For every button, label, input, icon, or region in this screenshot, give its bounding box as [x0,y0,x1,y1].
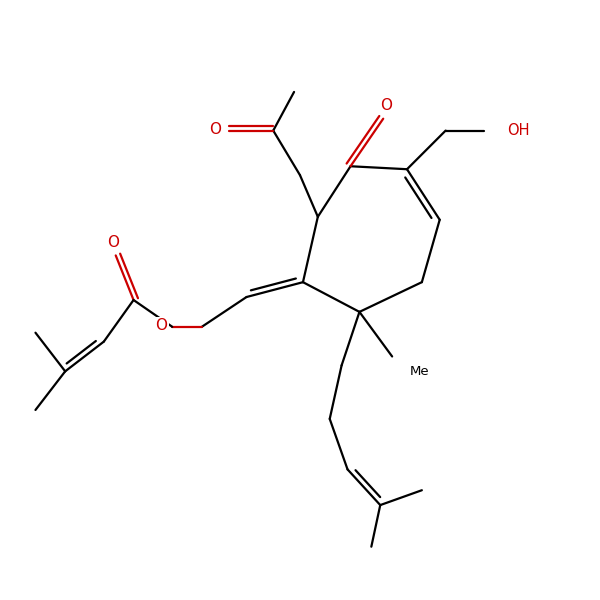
Text: O: O [155,318,167,333]
Text: OH: OH [507,123,529,138]
Text: Me: Me [410,365,430,378]
Text: O: O [380,98,392,113]
Text: O: O [107,235,119,250]
Text: O: O [209,122,221,137]
